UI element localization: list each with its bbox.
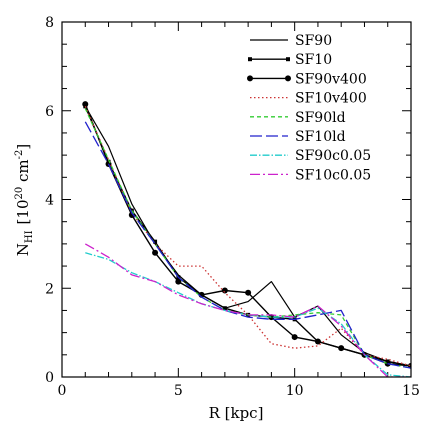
- series-line: [84, 106, 411, 367]
- legend-entry: SF10v400: [250, 91, 367, 107]
- series-line: [85, 252, 411, 377]
- series-sf10ld: [84, 121, 411, 369]
- x-tick-label: 5: [174, 383, 183, 399]
- data-point: [175, 278, 182, 285]
- y-tick-label: 2: [45, 281, 54, 297]
- series-line: [84, 121, 411, 369]
- data-point: [221, 287, 228, 294]
- data-point: [222, 306, 227, 311]
- series-layer: [82, 101, 411, 377]
- legend-label: SF90c0.05: [295, 148, 371, 164]
- data-point: [153, 239, 158, 244]
- data-point: [152, 249, 159, 256]
- y-axis-title-close: ]: [14, 144, 32, 150]
- y-axis-title-exp: 20: [14, 187, 25, 200]
- series-sf10c0-05: [84, 243, 411, 377]
- y-tick-label: 6: [45, 104, 54, 120]
- legend-entry: SF90c0.05: [250, 148, 371, 164]
- legend-label: SF10v400: [295, 91, 367, 107]
- y-tick-label: 4: [45, 193, 54, 209]
- tick-marks: [61, 21, 412, 378]
- legend: SF90 SF10 SF90v400 SF10v400 SF90ld SF10ld SF90…: [247, 33, 371, 183]
- data-point: [291, 334, 298, 341]
- tick-labels: 0 5 10 15 0 2 4 6 8: [45, 15, 420, 399]
- y-axis-title-main: N: [14, 243, 32, 256]
- legend-label: SF90ld: [295, 110, 346, 126]
- x-axis-title: R [kpc]: [209, 404, 264, 422]
- legend-marker: [286, 57, 290, 62]
- legend-entry: SF10ld: [250, 129, 346, 145]
- y-axis-title-sub: HI: [24, 230, 35, 243]
- legend-entry: SF90v400: [247, 71, 367, 87]
- legend-entry: SF10: [248, 52, 332, 68]
- x-tick-label: 10: [286, 383, 304, 399]
- data-point: [245, 289, 252, 296]
- legend-entry: SF10c0.05: [250, 167, 371, 183]
- series-line: [84, 103, 411, 367]
- series-sf10: [83, 104, 411, 368]
- legend-label: SF10: [295, 52, 332, 68]
- y-axis-title: NHI [1020 cm-2]: [14, 144, 35, 257]
- series-sf90c0-05: [85, 252, 411, 377]
- series-line: [84, 105, 411, 367]
- x-tick-label: 0: [58, 383, 67, 399]
- legend-marker: [285, 75, 291, 82]
- legend-entry: SF90: [250, 33, 332, 49]
- series-sf10v400: [84, 106, 411, 367]
- y-axis-title-unit: [10: [14, 200, 32, 225]
- y-axis-title-exp2: -2: [14, 150, 25, 160]
- series-line: [84, 106, 411, 367]
- legend-label: SF10ld: [295, 129, 346, 145]
- data-point: [82, 101, 89, 108]
- data-point: [338, 345, 345, 352]
- plot-frame: [61, 21, 412, 378]
- legend-marker: [248, 57, 252, 62]
- series-line: [84, 243, 411, 377]
- legend-label: SF90v400: [295, 71, 367, 87]
- series-sf90v400: [82, 101, 411, 369]
- legend-label: SF10c0.05: [295, 167, 371, 183]
- data-point: [314, 338, 321, 345]
- y-axis-title-unit2: cm: [14, 159, 32, 186]
- series-sf90: [84, 105, 411, 367]
- x-tick-label: 15: [402, 383, 420, 399]
- legend-entry: SF90ld: [250, 110, 346, 126]
- legend-label: SF90: [295, 33, 332, 49]
- legend-marker: [247, 75, 253, 82]
- y-tick-label: 0: [45, 370, 54, 386]
- y-tick-label: 8: [45, 15, 54, 31]
